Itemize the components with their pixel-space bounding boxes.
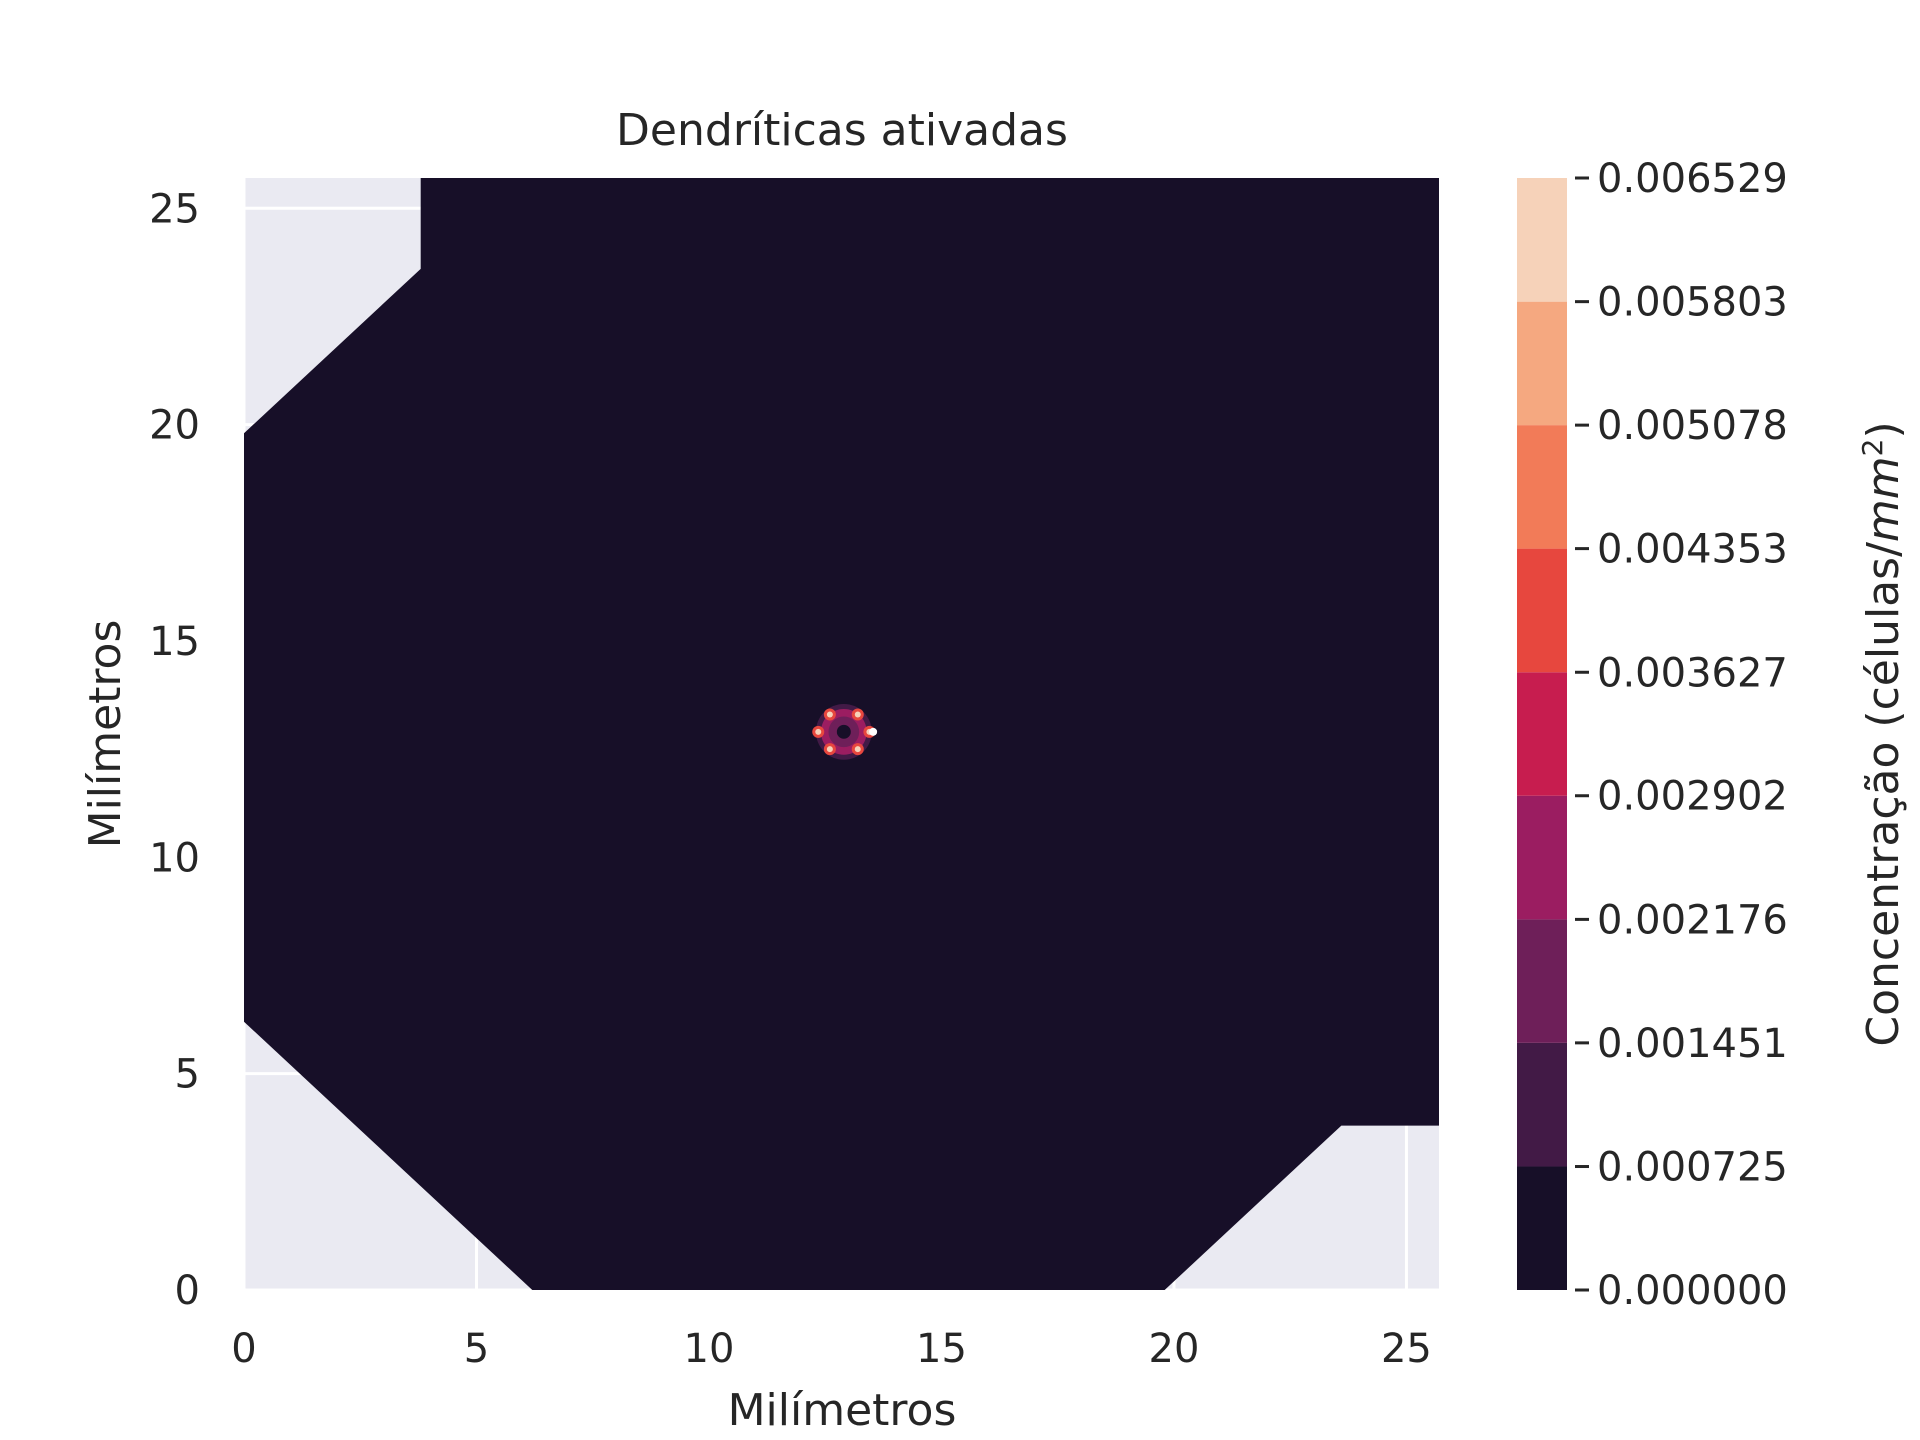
y-axis-ticks: 0 5 10 15 20 25 [149, 186, 200, 1314]
colorbar-tick-label: 0.005803 [1597, 280, 1788, 326]
x-tick-label: 20 [1149, 1326, 1200, 1372]
colorbar-tick-label: 0.000000 [1597, 1268, 1788, 1314]
colorbar-label-close: ) [1858, 421, 1909, 438]
chart-title: Dendríticas ativadas [616, 105, 1068, 156]
colorbar-segment [1517, 301, 1567, 426]
colorbar-segment [1517, 1042, 1567, 1167]
hotspot-max-point [869, 727, 878, 736]
hotspot-peak-core [815, 728, 822, 735]
colorbar-label: Concentração (células/mm2) [1856, 421, 1909, 1046]
y-axis-label: Milímetros [80, 620, 131, 849]
colorbar-tick-label: 0.000725 [1597, 1145, 1788, 1191]
colorbar-segment [1517, 1166, 1567, 1290]
x-tick-label: 5 [464, 1326, 489, 1372]
colorbar-tick-label: 0.002902 [1597, 774, 1788, 820]
y-tick-label: 20 [149, 403, 200, 449]
colorbar-segment [1517, 425, 1567, 549]
colorbar-tick-label: 0.003627 [1597, 650, 1788, 696]
hotspot-peak-core [854, 711, 861, 718]
hotspot-peak-core [826, 746, 833, 753]
colorbar-segment [1517, 548, 1567, 673]
concentration-hotspot [812, 703, 878, 760]
colorbar-tick-label: 0.006529 [1597, 156, 1788, 202]
colorbar-tick-label: 0.005078 [1597, 403, 1788, 449]
colorbar-tick-label: 0.002176 [1597, 897, 1788, 943]
colorbar-segment [1517, 672, 1567, 796]
x-axis-ticks: 0 5 10 15 20 25 [231, 1326, 1432, 1372]
hotspot-peak-core [854, 746, 861, 753]
y-tick-label: 15 [149, 619, 200, 665]
y-tick-label: 10 [149, 835, 200, 881]
x-axis-label: Milímetros [728, 1385, 957, 1436]
x-tick-label: 10 [684, 1326, 735, 1372]
hotspot-center [836, 724, 851, 739]
x-tick-label: 0 [231, 1326, 256, 1372]
colorbar-segment [1517, 178, 1567, 302]
colorbar-segment [1517, 919, 1567, 1043]
colorbar: 0.000000 0.000725 0.001451 0.002176 0.002902… [1517, 156, 1788, 1314]
colorbar-segment [1517, 795, 1567, 920]
y-tick-label: 0 [175, 1268, 200, 1314]
colorbar-label-unit: mm [1858, 456, 1909, 542]
colorbar-tick-label: 0.001451 [1597, 1021, 1788, 1067]
x-tick-label: 25 [1381, 1326, 1432, 1372]
y-tick-label: 25 [149, 186, 200, 232]
y-tick-label: 5 [175, 1052, 200, 1098]
colorbar-label-exponent: 2 [1856, 439, 1889, 457]
colorbar-tick-label: 0.004353 [1597, 527, 1788, 573]
x-tick-label: 15 [916, 1326, 967, 1372]
colorbar-label-main: Concentração (células/ [1858, 542, 1909, 1047]
hotspot-peak-core [826, 711, 833, 718]
